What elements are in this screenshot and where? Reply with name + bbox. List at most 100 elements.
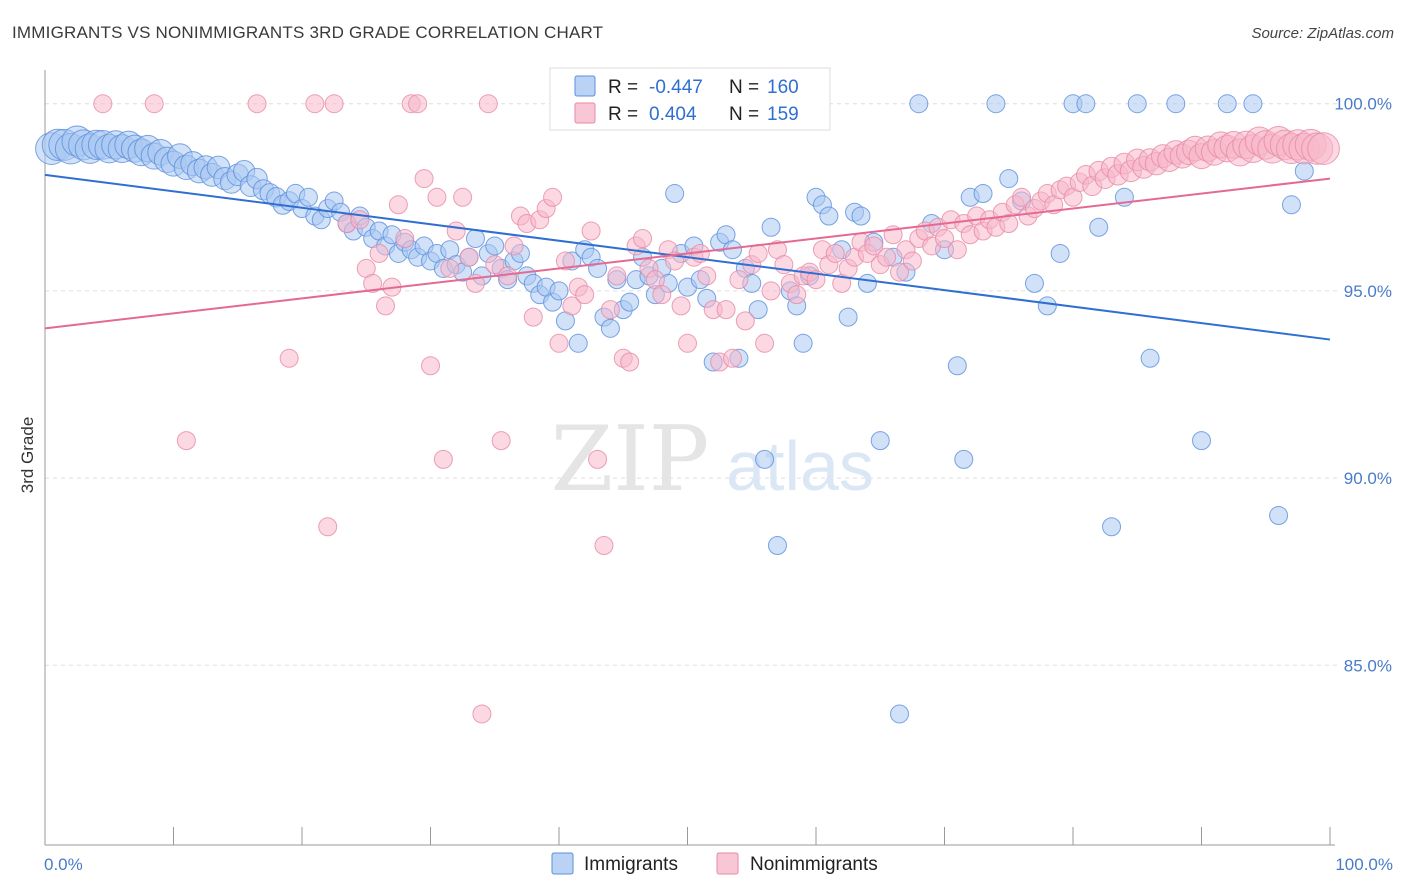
data-point xyxy=(472,704,492,724)
data-point xyxy=(453,187,473,207)
data-point xyxy=(305,94,325,114)
data-point xyxy=(600,318,620,338)
data-point xyxy=(1166,94,1186,114)
data-point xyxy=(825,243,845,263)
legend-n-label: N = xyxy=(729,77,759,98)
x-tick-label-min: 0.0% xyxy=(44,855,83,874)
data-point xyxy=(857,273,877,293)
data-point xyxy=(433,449,453,469)
data-point xyxy=(491,431,511,451)
data-point xyxy=(549,333,569,353)
watermark: ZIP atlas xyxy=(551,407,874,512)
data-point xyxy=(999,214,1019,234)
y-tick-label: 100.0% xyxy=(1334,95,1392,114)
data-point xyxy=(318,517,338,537)
legend-swatch-immigrants xyxy=(574,75,596,97)
trend-line-immigrants xyxy=(44,173,1331,341)
data-point xyxy=(581,221,601,241)
data-point xyxy=(761,281,781,301)
data-point xyxy=(722,348,742,368)
data-point xyxy=(588,449,608,469)
data-point xyxy=(793,333,813,353)
data-point xyxy=(890,262,910,282)
data-point xyxy=(678,333,697,353)
trend-lines xyxy=(44,173,1331,341)
data-point xyxy=(408,94,428,114)
legend-n-value-nonimmigrants: 159 xyxy=(767,104,799,125)
chart-title: IMMIGRANTS VS NONIMMIGRANTS 3RD GRADE CO… xyxy=(12,23,604,42)
series-legend: Immigrants Nonimmigrants xyxy=(551,852,878,875)
data-point xyxy=(459,247,479,267)
data-point xyxy=(877,247,897,267)
legend-r-value-nonimmigrants: 0.404 xyxy=(649,104,697,125)
data-point xyxy=(697,266,717,286)
data-point xyxy=(376,296,396,316)
data-point xyxy=(1217,94,1237,114)
y-tick-label: 95.0% xyxy=(1344,282,1392,301)
series-legend-swatch-nonimmigrants xyxy=(716,852,739,875)
data-point xyxy=(787,285,807,305)
data-point xyxy=(947,240,967,260)
data-point xyxy=(465,228,485,248)
data-point xyxy=(870,431,890,451)
data-point xyxy=(1140,348,1160,368)
data-point xyxy=(748,243,768,263)
axes xyxy=(44,70,1335,846)
data-point xyxy=(485,236,505,256)
data-point xyxy=(427,187,447,207)
data-point xyxy=(1089,217,1109,237)
data-point xyxy=(620,292,640,312)
data-point xyxy=(440,258,460,278)
data-point xyxy=(1076,94,1096,114)
data-point xyxy=(363,273,383,293)
data-point xyxy=(851,206,871,226)
data-point xyxy=(755,333,775,353)
data-point xyxy=(864,236,884,256)
y-tick-label: 85.0% xyxy=(1344,656,1392,675)
data-point xyxy=(600,300,620,320)
data-point xyxy=(902,251,922,271)
data-point xyxy=(1127,94,1147,114)
data-point xyxy=(421,356,440,376)
data-point xyxy=(1012,187,1032,207)
data-point xyxy=(176,431,196,451)
data-point xyxy=(761,217,781,237)
data-point xyxy=(1024,273,1044,293)
legend-r-value-immigrants: -0.447 xyxy=(649,77,703,98)
y-axis-label: 3rd Grade xyxy=(18,417,37,494)
data-point xyxy=(562,296,582,316)
data-point xyxy=(671,296,691,316)
data-point xyxy=(1192,431,1211,451)
data-point xyxy=(395,228,415,248)
data-point xyxy=(588,258,608,278)
x-tick-labels: 0.0% 100.0% xyxy=(44,855,1393,874)
watermark-atlas: atlas xyxy=(726,427,874,505)
data-point xyxy=(1294,161,1314,181)
legend-r-label: R = xyxy=(608,77,638,98)
x-tick-label-max: 100.0% xyxy=(1335,855,1393,874)
data-point xyxy=(607,266,627,286)
data-point xyxy=(954,449,974,469)
watermark-zip: ZIP xyxy=(551,407,710,512)
data-point xyxy=(1307,132,1340,165)
chart-source: Source: ZipAtlas.com xyxy=(1251,25,1394,42)
legend-n-value-immigrants: 160 xyxy=(767,77,799,98)
data-point xyxy=(504,236,524,256)
series-immigrants xyxy=(35,94,1314,724)
data-point xyxy=(652,285,672,305)
data-point xyxy=(665,184,685,204)
y-tick-label: 90.0% xyxy=(1344,469,1392,488)
data-point xyxy=(986,94,1006,114)
legend-swatch-nonimmigrants xyxy=(574,102,596,124)
data-point xyxy=(549,281,569,301)
data-point xyxy=(1281,195,1301,215)
data-point xyxy=(555,251,575,271)
legend-n-label: N = xyxy=(729,104,759,125)
data-point xyxy=(388,195,408,215)
data-point xyxy=(620,352,640,372)
legend-r-label: R = xyxy=(608,104,638,125)
series-nonimmigrants xyxy=(93,94,1340,724)
y-tick-labels: 85.0% 90.0% 95.0% 100.0% xyxy=(1334,95,1392,676)
data-point xyxy=(973,184,993,204)
data-points xyxy=(35,94,1340,724)
